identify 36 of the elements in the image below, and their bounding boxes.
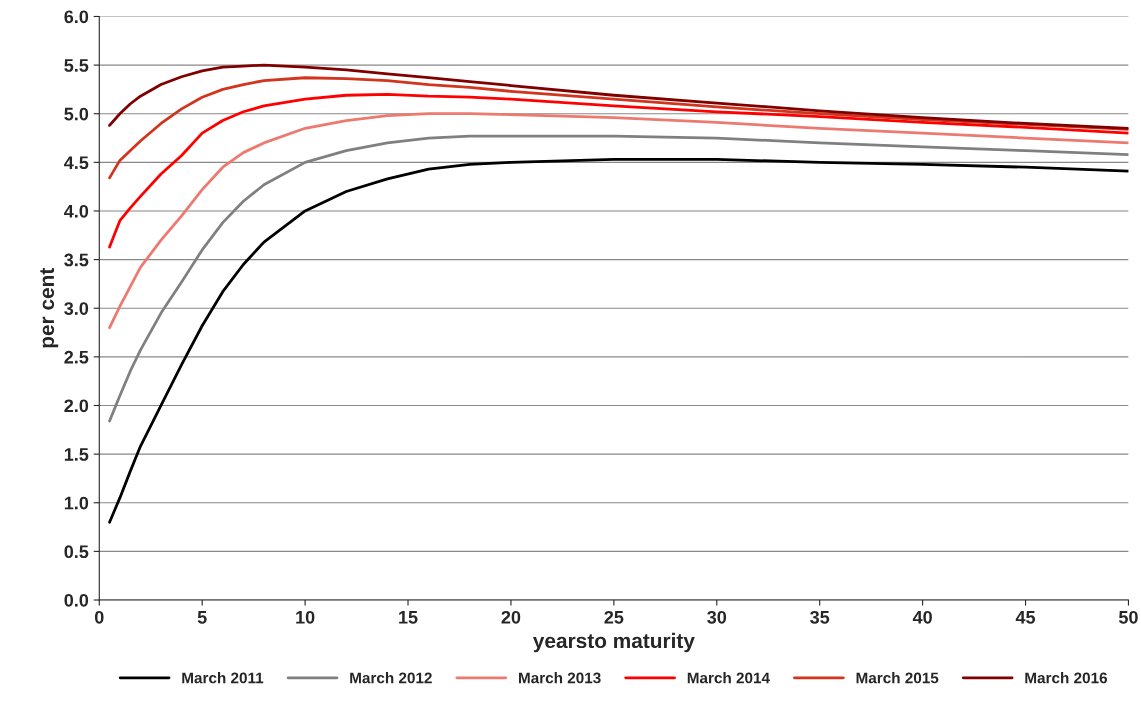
x-tick-label: 35	[810, 610, 830, 624]
line-series	[108, 63, 1129, 130]
legend-label: March 2013	[519, 672, 601, 684]
x-tick-label: 30	[707, 610, 727, 624]
y-tick-label: 2.0	[64, 399, 89, 413]
x-tick-label: 5	[197, 611, 207, 624]
y-tick-label: 1.0	[64, 496, 89, 510]
line-series	[108, 112, 1129, 330]
x-tick-label: 45	[1015, 611, 1036, 624]
legend-label: March 2016	[1025, 672, 1108, 684]
y-tick-label: 1.5	[64, 448, 89, 461]
y-tick-label: 5.0	[64, 107, 89, 121]
y-tick-label: 5.5	[64, 59, 89, 72]
x-tick-label: 40	[912, 610, 932, 624]
y-tick-label: 3.0	[64, 302, 89, 315]
line-series	[108, 158, 1129, 524]
y-tick-label: 2.5	[64, 350, 89, 364]
x-tick-label: 15	[399, 611, 418, 624]
x-tick-label: 20	[501, 610, 521, 624]
legend-label: March 2014	[687, 672, 770, 684]
y-axis-title: per cent	[40, 267, 59, 348]
legend-label: March 2011	[182, 672, 264, 684]
x-axis-title: yearsto maturity	[532, 632, 695, 653]
y-tick-label: 4.0	[64, 204, 89, 218]
y-tick-label: 4.5	[64, 156, 89, 170]
legend-label: March 2012	[350, 672, 432, 684]
y-tick-label: 3.5	[64, 253, 89, 267]
x-tick-label: 10	[296, 610, 315, 624]
y-tick-label: 0.5	[64, 545, 89, 559]
x-tick-label: 50	[1118, 610, 1138, 624]
y-tick-label: 0.0	[64, 593, 89, 607]
x-tick-label: 25	[604, 610, 624, 624]
line-series	[108, 92, 1129, 249]
legend-label: March 2015	[856, 672, 939, 684]
y-tick-label: 6.0	[64, 10, 89, 24]
x-tick-label: 0	[94, 610, 104, 624]
